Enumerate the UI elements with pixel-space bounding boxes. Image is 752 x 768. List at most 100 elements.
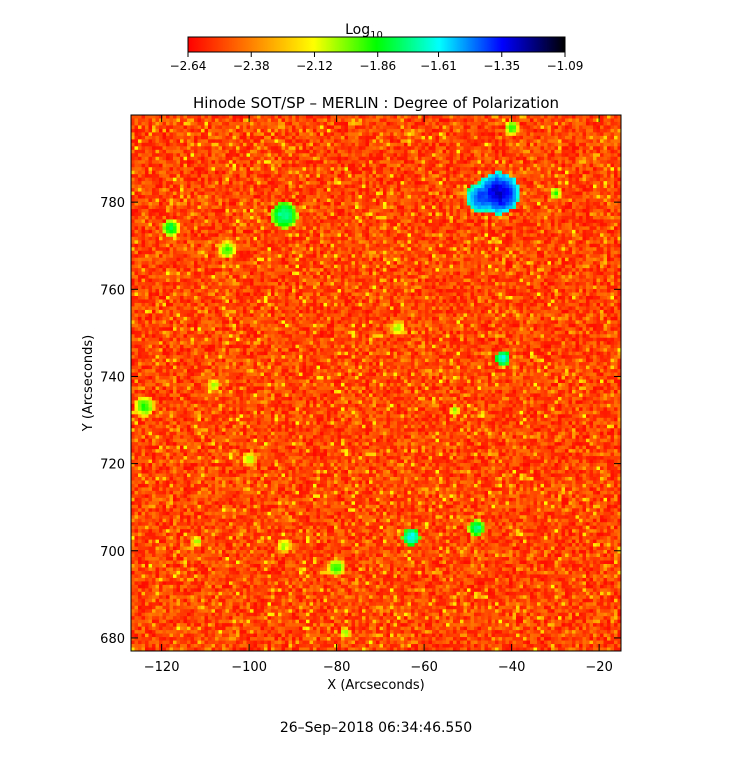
heatmap-cell (614, 219, 618, 223)
heatmap-cell (576, 174, 580, 178)
heatmap-cell (450, 230, 454, 234)
heatmap-cell (362, 219, 366, 223)
heatmap-cell (243, 181, 247, 185)
heatmap-cell (446, 153, 450, 157)
heatmap-cell (523, 219, 527, 223)
heatmap-cell (194, 167, 198, 171)
heatmap-cell (359, 129, 363, 133)
heatmap-cell (366, 178, 370, 182)
heatmap-cell (604, 118, 608, 122)
heatmap-cell (331, 150, 335, 154)
heatmap-cell (219, 216, 223, 220)
heatmap-cell (170, 139, 174, 143)
heatmap-cell (614, 212, 618, 216)
heatmap-cell (313, 192, 317, 196)
heatmap-cell (499, 160, 503, 164)
heatmap-cell (520, 202, 524, 206)
heatmap-cell (597, 150, 601, 154)
heatmap-cell (383, 164, 387, 168)
heatmap-cell (394, 202, 398, 206)
heatmap-cell (268, 195, 272, 199)
heatmap-cell (404, 146, 408, 150)
heatmap-cell (149, 136, 153, 140)
heatmap-cell (261, 212, 265, 216)
heatmap-cell (467, 195, 471, 199)
heatmap-cell (327, 188, 331, 192)
heatmap-cell (481, 216, 485, 220)
heatmap-cell (583, 160, 587, 164)
heatmap-cell (135, 157, 139, 161)
heatmap-cell (415, 205, 419, 209)
heatmap-cell (299, 129, 303, 133)
heatmap-cell (205, 164, 209, 168)
heatmap-cell (523, 212, 527, 216)
heatmap-cell (191, 122, 195, 126)
heatmap-cell (537, 226, 541, 230)
heatmap-cell (478, 122, 482, 126)
heatmap-cell (215, 143, 219, 147)
heatmap-cell (523, 115, 527, 119)
heatmap-cell (436, 146, 440, 150)
heatmap-cell (387, 139, 391, 143)
heatmap-cell (450, 212, 454, 216)
heatmap-cell (464, 216, 468, 220)
heatmap-cell (331, 136, 335, 140)
heatmap-cell (264, 202, 268, 206)
heatmap-cell (593, 146, 597, 150)
heatmap-cell (327, 230, 331, 234)
heatmap-cell (502, 199, 506, 203)
heatmap-cell (303, 226, 307, 230)
heatmap-cell (296, 139, 300, 143)
heatmap-cell (530, 122, 534, 126)
heatmap-cell (593, 181, 597, 185)
heatmap-cell (600, 233, 604, 237)
heatmap-cell (226, 118, 230, 122)
heatmap-cell (485, 192, 489, 196)
heatmap-cell (586, 160, 590, 164)
heatmap-cell (611, 118, 615, 122)
heatmap-cell (583, 230, 587, 234)
heatmap-cell (460, 115, 464, 119)
heatmap-cell (415, 216, 419, 220)
heatmap-cell (327, 167, 331, 171)
heatmap-cell (264, 115, 268, 119)
heatmap-cell (593, 216, 597, 220)
heatmap-cell (562, 122, 566, 126)
heatmap-cell (411, 233, 415, 237)
heatmap-cell (334, 136, 338, 140)
heatmap-cell (425, 143, 429, 147)
heatmap-cell (565, 174, 569, 178)
heatmap-cell (432, 178, 436, 182)
heatmap-cell (373, 195, 377, 199)
heatmap-cell (275, 230, 279, 234)
heatmap-cell (534, 178, 538, 182)
heatmap-cell (411, 192, 415, 196)
heatmap-cell (236, 146, 240, 150)
heatmap-cell (390, 205, 394, 209)
heatmap-cell (135, 136, 139, 140)
heatmap-cell (481, 171, 485, 175)
heatmap-cell (142, 129, 146, 133)
heatmap-cell (611, 125, 615, 129)
heatmap-cell (499, 115, 503, 119)
heatmap-cell (611, 132, 615, 136)
heatmap-cell (460, 216, 464, 220)
heatmap-cell (471, 164, 475, 168)
heatmap-cell (411, 164, 415, 168)
heatmap-cell (562, 181, 566, 185)
heatmap-cell (145, 205, 149, 209)
heatmap-cell (285, 185, 289, 189)
heatmap-cell (359, 157, 363, 161)
heatmap-cell (604, 136, 608, 140)
heatmap-cell (159, 216, 163, 220)
heatmap-cell (446, 185, 450, 189)
heatmap-cell (306, 178, 310, 182)
heatmap-cell (394, 195, 398, 199)
heatmap-cell (236, 219, 240, 223)
heatmap-cell (450, 223, 454, 227)
heatmap-cell (299, 115, 303, 119)
heatmap-cell (201, 233, 205, 237)
heatmap-cell (156, 157, 160, 161)
heatmap-cell (159, 223, 163, 227)
heatmap-cell (513, 209, 517, 213)
